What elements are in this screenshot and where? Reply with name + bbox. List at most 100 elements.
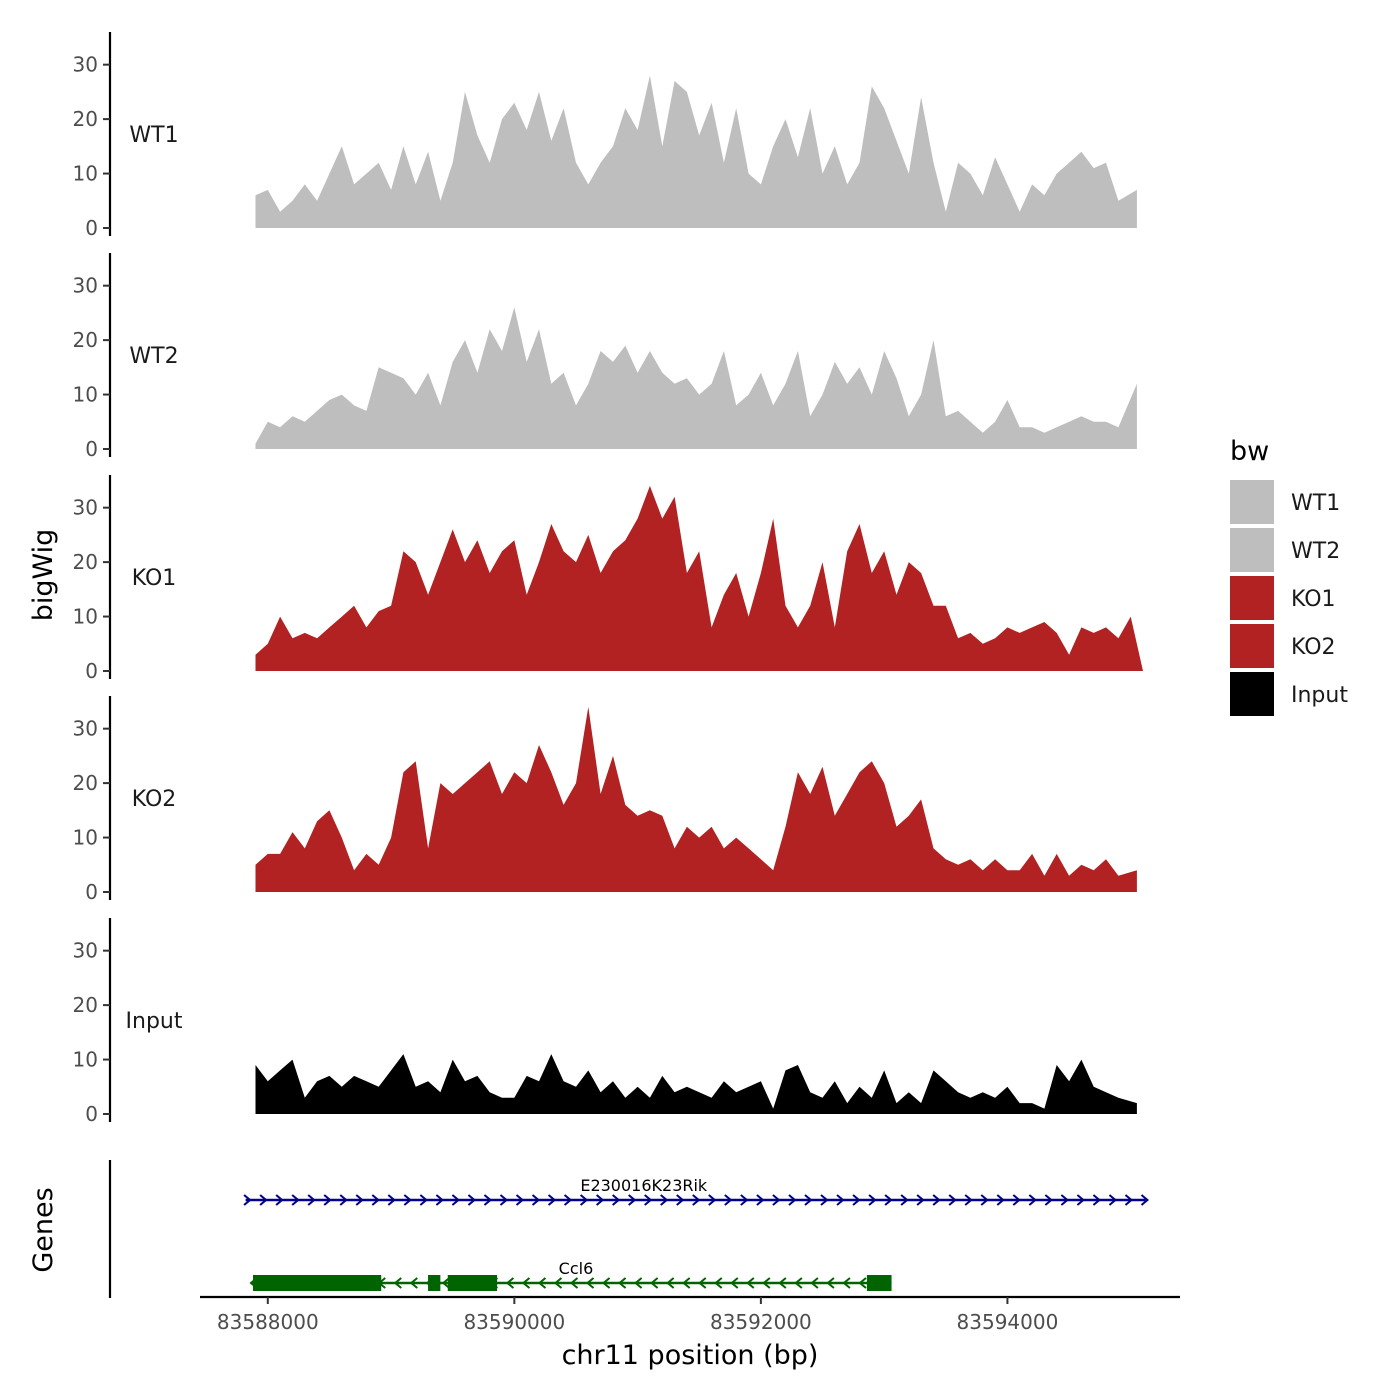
gene-track: E230016K23Rik Ccl6 [108,1160,1150,1298]
y-tick-label: 10 [73,605,98,629]
legend: bw WT1 WT2 KO1 KO2 Input [1230,436,1348,716]
strand-arrow [243,1194,252,1206]
gene-label: E230016K23Rik [580,1176,708,1195]
strand-arrow [682,1277,691,1289]
y-tick-label: 30 [73,717,98,741]
strand-arrow [698,1277,707,1289]
strand-arrow [601,1277,611,1289]
legend-key-wt2 [1230,528,1274,572]
y-axis-title: bigWig [28,529,59,622]
y-tick-label: 10 [73,162,98,186]
strand-arrow [387,1194,396,1206]
strand-arrow [746,1277,755,1289]
y-tick-label: 0 [85,659,98,683]
legend-key-ko2 [1230,624,1274,668]
strand-arrow [730,1277,739,1289]
strand-arrow [618,1277,627,1289]
strand-arrow [515,1194,525,1206]
strand-arrow [740,1194,749,1206]
strand-arrow [676,1194,685,1206]
gene-label: Ccl6 [559,1259,594,1278]
strand-arrow [778,1277,787,1289]
strand-arrow [868,1194,877,1206]
x-tick-label: 83592000 [710,1310,812,1334]
strand-arrow [794,1277,803,1289]
strand-arrow [932,1194,941,1206]
strand-arrow [505,1277,515,1289]
strand-arrow [323,1194,332,1206]
strand-arrow [708,1194,717,1206]
track-input: 0 10 20 30 Input [73,918,1137,1126]
strand-arrow [884,1194,893,1206]
y-tick-label: 30 [73,939,98,963]
strand-arrow [569,1277,579,1289]
strand-arrow [1108,1194,1117,1206]
strand-arrow [1124,1194,1134,1206]
y-tick-label: 10 [73,826,98,850]
strand-arrow [964,1194,973,1206]
legend-key-wt1 [1230,480,1274,524]
strand-arrow [1092,1194,1101,1206]
strand-arrow [810,1277,819,1289]
area-ko2 [255,706,1137,892]
strand-arrow [628,1194,637,1206]
y-tick-label: 0 [85,880,98,904]
strand-arrow [579,1194,589,1206]
strand-arrow [714,1277,723,1289]
x-axis: 83588000 83590000 83592000 83594000 [200,1295,1180,1334]
strand-arrow [660,1194,669,1206]
legend-label: WT1 [1291,491,1340,516]
track-label: WT2 [129,344,178,369]
y-tick-label: 30 [73,53,98,77]
strand-arrow [858,1277,867,1289]
strand-arrow [355,1194,364,1206]
exon [447,1275,498,1291]
y-tick-label: 0 [85,437,98,461]
track-wt2: 0 10 20 30 WT2 [73,253,1137,461]
strand-arrow [547,1194,557,1206]
y-tick-label: 20 [73,771,98,795]
legend-key-input [1230,672,1274,716]
x-tick-label: 83590000 [463,1310,565,1334]
strand-arrow [650,1277,659,1289]
y-tick-label: 0 [85,1102,98,1126]
strand-arrow [419,1194,428,1206]
strand-arrow [403,1194,412,1206]
track-label: KO1 [132,566,177,591]
strand-arrow [563,1194,573,1206]
y-tick-label: 30 [73,274,98,298]
y-tick-label: 20 [73,550,98,574]
area-input [255,1054,1137,1114]
y-tick-label: 10 [73,383,98,407]
strand-arrow [467,1194,476,1206]
strand-arrow [1140,1194,1150,1206]
legend-title: bw [1230,436,1269,467]
strand-arrow [666,1277,675,1289]
strand-arrow [307,1194,316,1206]
strand-arrow [275,1194,284,1206]
exon [428,1275,441,1291]
signal-tracks: 0 10 20 30 WT1 0 10 20 30 WT2 0 10 20 30 KO1 0 10 20 30 KO2… [73,32,1143,1126]
strand-arrow [1012,1194,1021,1206]
strand-arrow [595,1194,605,1206]
track-label: WT1 [129,123,178,148]
track-ko2: 0 10 20 30 KO2 [73,696,1137,904]
strand-arrow [585,1277,595,1289]
exon [866,1275,892,1291]
x-tick-label: 83594000 [957,1310,1059,1334]
strand-arrow [692,1194,701,1206]
legend-label: Input [1291,683,1348,708]
genes-axis-title: Genes [28,1187,59,1272]
strand-arrow [371,1194,380,1206]
strand-arrow [1028,1194,1037,1206]
exon [253,1275,382,1291]
strand-arrow [980,1194,989,1206]
gene-ccl6: Ccl6 [249,1259,892,1291]
legend-key-ko1 [1230,576,1274,620]
x-axis-title: chr11 position (bp) [562,1340,819,1371]
strand-arrow [762,1277,771,1289]
legend-label: KO1 [1291,587,1336,612]
strand-arrow [499,1194,509,1206]
strand-arrow [820,1194,829,1206]
